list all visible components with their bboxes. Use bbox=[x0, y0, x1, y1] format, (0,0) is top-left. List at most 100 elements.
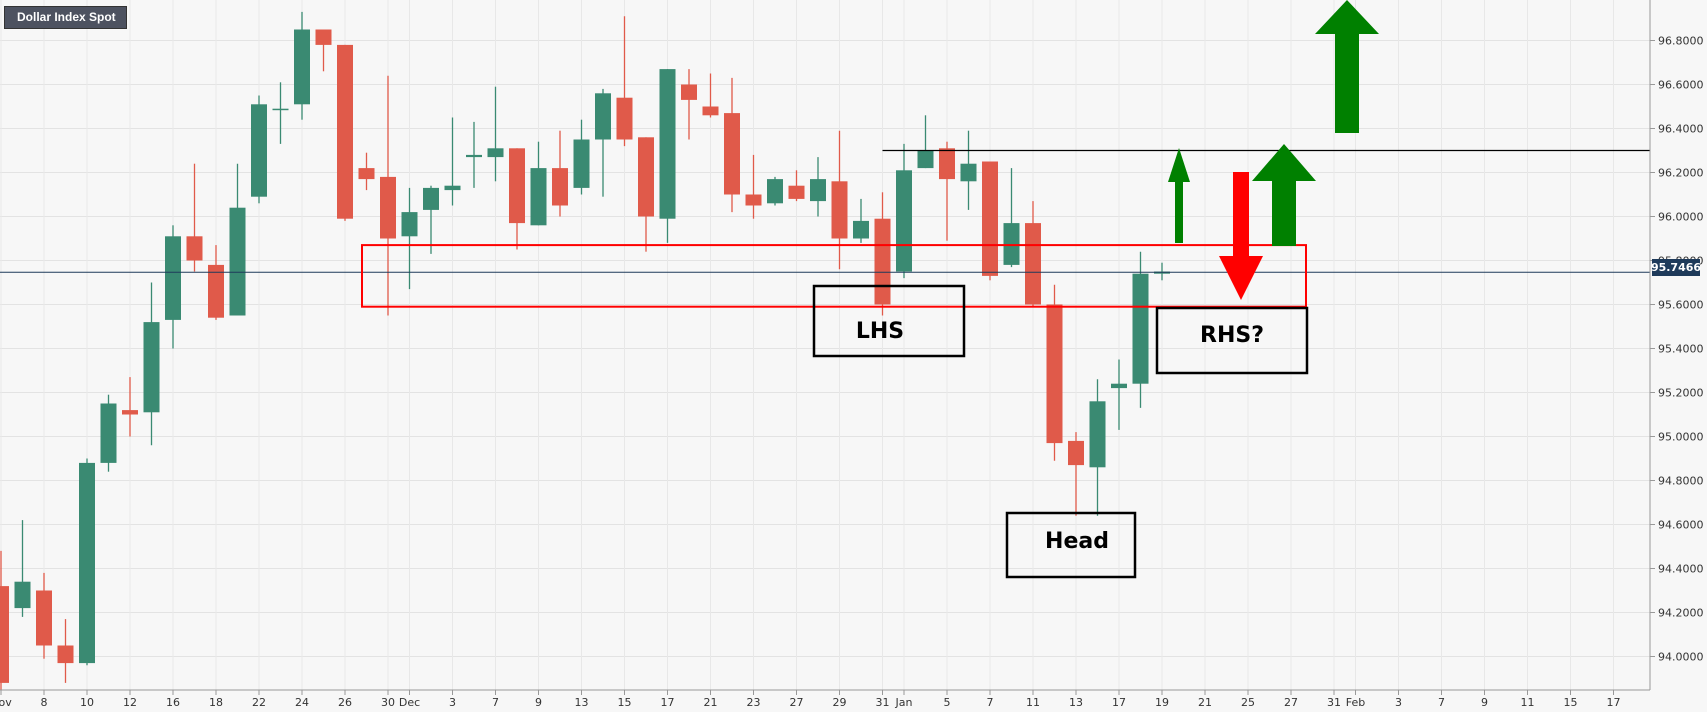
x-tick-label: 15 bbox=[1564, 696, 1578, 709]
candle-body bbox=[659, 69, 676, 219]
candle bbox=[702, 73, 719, 118]
candle bbox=[466, 121, 482, 188]
candle bbox=[745, 154, 762, 219]
x-tick-label: 15 bbox=[618, 696, 632, 709]
candle bbox=[767, 176, 783, 206]
candle bbox=[1046, 284, 1063, 461]
x-tick-label: 30 bbox=[381, 696, 395, 709]
candle bbox=[315, 29, 332, 72]
x-tick-label: 26 bbox=[338, 696, 352, 709]
price-label: 95.7466 bbox=[1651, 259, 1701, 276]
x-tick-label: 16 bbox=[166, 696, 180, 709]
candle bbox=[638, 137, 654, 252]
candle-body bbox=[638, 137, 654, 217]
candle-body bbox=[423, 187, 439, 210]
gridlines bbox=[0, 0, 1650, 690]
candle bbox=[143, 282, 160, 446]
x-tick-label: 9 bbox=[535, 696, 542, 709]
y-tick-label: 96.0000 bbox=[1658, 211, 1704, 224]
candle-body bbox=[165, 236, 181, 320]
x-tick-label: 27 bbox=[790, 696, 804, 709]
candle bbox=[530, 141, 547, 226]
x-tick-label: 25 bbox=[1241, 696, 1255, 709]
annotation-label: Head bbox=[1045, 529, 1109, 554]
candle bbox=[14, 520, 31, 617]
candle bbox=[982, 161, 998, 281]
candle bbox=[573, 119, 590, 195]
candle-body bbox=[79, 462, 95, 664]
x-tick-label: 9 bbox=[1481, 696, 1488, 709]
x-tick-label: 11 bbox=[1521, 696, 1535, 709]
y-tick-label: 94.4000 bbox=[1658, 563, 1704, 576]
candle bbox=[788, 170, 805, 202]
candle bbox=[831, 130, 848, 270]
support-resistance-zone bbox=[361, 244, 1307, 308]
candle-body bbox=[358, 168, 375, 180]
candle-body bbox=[186, 236, 203, 261]
candle-body bbox=[917, 150, 934, 169]
candle bbox=[251, 95, 267, 204]
candle-body bbox=[466, 154, 482, 158]
candle bbox=[186, 163, 203, 272]
y-tick-label: 95.2000 bbox=[1658, 387, 1704, 400]
candle-body bbox=[702, 106, 719, 116]
x-tick-label: 18 bbox=[209, 696, 223, 709]
candle bbox=[444, 117, 461, 206]
candle-body bbox=[1132, 273, 1149, 384]
candle bbox=[1132, 251, 1149, 408]
candle-body bbox=[853, 220, 869, 239]
candles bbox=[0, 11, 1170, 690]
candle bbox=[100, 394, 117, 472]
x-tick-label: 24 bbox=[295, 696, 309, 709]
candle-body bbox=[1025, 223, 1041, 305]
candle bbox=[1111, 359, 1127, 430]
candle-body bbox=[36, 590, 52, 646]
y-tick-label: 95.6000 bbox=[1658, 299, 1704, 312]
large-up-arrow bbox=[1315, 0, 1379, 133]
candle bbox=[810, 157, 826, 217]
annotation-overlays: LHS Head RHS? bbox=[0, 0, 1650, 579]
x-tick-label: 17 bbox=[1112, 696, 1126, 709]
candle-body bbox=[573, 139, 590, 188]
x-tick-label: 22 bbox=[252, 696, 266, 709]
y-tick-label: 94.0000 bbox=[1658, 651, 1704, 664]
x-tick-label: 19 bbox=[1155, 696, 1169, 709]
x-tick-label: 27 bbox=[1284, 696, 1298, 709]
down-arrow bbox=[1219, 172, 1263, 300]
y-tick-label: 95.0000 bbox=[1658, 431, 1704, 444]
candle bbox=[272, 82, 289, 144]
candle bbox=[122, 377, 138, 437]
candle-body bbox=[724, 113, 740, 195]
x-tick-label: 10 bbox=[80, 696, 94, 709]
candle bbox=[681, 69, 697, 140]
candle-body bbox=[810, 179, 826, 202]
candle-body bbox=[874, 218, 891, 305]
medium-up-arrow bbox=[1252, 144, 1316, 246]
candle-body bbox=[57, 645, 74, 664]
candle bbox=[165, 225, 181, 349]
x-tick-label: 23 bbox=[747, 696, 761, 709]
last-price-label: 95.7466 bbox=[1651, 261, 1701, 274]
x-tick-label: 11 bbox=[1026, 696, 1040, 709]
candle bbox=[724, 77, 740, 213]
candle bbox=[358, 152, 375, 191]
candle bbox=[1089, 379, 1106, 516]
x-tick-label: Feb bbox=[1346, 696, 1365, 709]
candle bbox=[874, 192, 891, 316]
candle bbox=[36, 572, 52, 659]
x-tick-label: Nov bbox=[0, 696, 12, 709]
candle bbox=[917, 115, 934, 169]
candle-body bbox=[122, 410, 138, 415]
candle-body bbox=[1089, 401, 1106, 468]
candle-body bbox=[0, 586, 9, 683]
y-tick-label: 95.4000 bbox=[1658, 343, 1704, 356]
candle-body bbox=[616, 97, 633, 140]
plot-background bbox=[0, 0, 1650, 690]
candle-body bbox=[100, 403, 117, 463]
candle-body bbox=[939, 148, 955, 180]
candle-body bbox=[14, 581, 31, 609]
candle-body bbox=[745, 194, 762, 206]
x-tick-label: Dec bbox=[399, 696, 420, 709]
candle bbox=[1003, 168, 1020, 268]
x-tick-label: 7 bbox=[1438, 696, 1445, 709]
